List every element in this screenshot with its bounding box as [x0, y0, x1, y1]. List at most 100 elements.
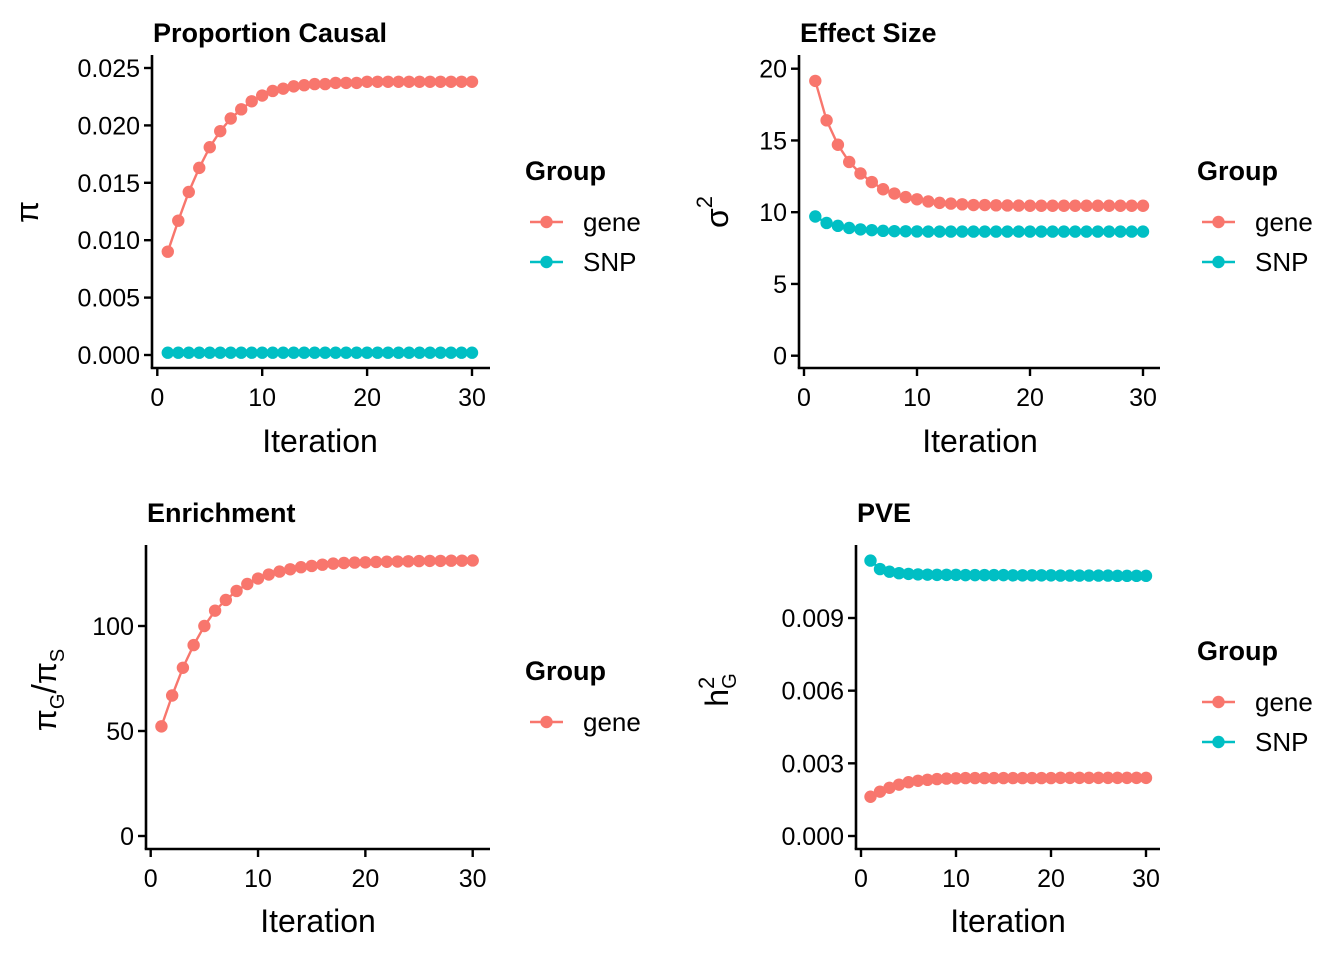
- data-point-gene: [1120, 771, 1134, 785]
- chart-title: Enrichment: [147, 498, 296, 528]
- data-point-gene: [465, 75, 479, 88]
- data-point-gene: [413, 75, 426, 88]
- chart-pve: PVE 0.000 0.003 0.006 0.009 0 10 20 30 Iteration h…: [694, 498, 1313, 939]
- data-point-SNP: [256, 346, 269, 359]
- y-tick-label: 0.015: [77, 170, 140, 198]
- data-point-gene: [1114, 199, 1127, 212]
- data-point-SNP: [944, 225, 958, 238]
- data-point-gene: [381, 75, 395, 88]
- x-tick-label: 30: [1132, 865, 1160, 893]
- data-point-gene: [1080, 199, 1093, 212]
- data-point-gene: [809, 74, 822, 88]
- data-point-gene: [241, 577, 254, 591]
- chart-title: Proportion Causal: [153, 18, 387, 48]
- data-point-gene: [1035, 199, 1048, 212]
- data-point-gene: [1044, 771, 1058, 785]
- data-point-SNP: [922, 225, 935, 238]
- data-point-gene: [865, 175, 878, 189]
- data-point-SNP: [339, 346, 353, 359]
- data-point-SNP: [1035, 569, 1048, 582]
- data-point-SNP: [989, 225, 1003, 238]
- data-point-SNP: [193, 346, 206, 359]
- data-point-SNP: [465, 346, 479, 359]
- data-point-gene: [967, 198, 980, 212]
- data-point-SNP: [1006, 569, 1020, 582]
- y-tick-label: 50: [106, 718, 134, 746]
- legend-key-point: [1212, 735, 1225, 749]
- data-point-gene: [359, 556, 372, 569]
- data-point-gene: [262, 568, 275, 581]
- x-axis-label: Iteration: [950, 903, 1066, 939]
- data-point-SNP: [266, 346, 279, 359]
- data-point-gene: [318, 77, 332, 91]
- data-point-SNP: [203, 346, 216, 359]
- data-point-SNP: [864, 554, 877, 567]
- data-point-gene: [161, 245, 174, 258]
- data-point-gene: [1102, 199, 1116, 212]
- data-point-gene: [348, 556, 361, 569]
- data-point-gene: [230, 584, 243, 598]
- data-point-gene: [1023, 199, 1037, 212]
- data-point-SNP: [911, 568, 925, 581]
- data-point-gene: [402, 75, 416, 88]
- data-point-gene: [350, 76, 363, 90]
- series-line-gene: [166, 80, 472, 253]
- x-tick-label: 30: [458, 384, 486, 412]
- data-point-SNP: [1130, 569, 1143, 583]
- data-point-gene: [434, 75, 447, 88]
- data-point-SNP: [949, 568, 963, 582]
- data-point-SNP: [392, 346, 405, 359]
- data-point-SNP: [873, 562, 887, 576]
- data-point-gene: [820, 114, 833, 127]
- data-point-gene: [1046, 199, 1059, 212]
- data-point-gene: [1057, 199, 1071, 212]
- data-point-gene: [1125, 199, 1138, 212]
- data-point-SNP: [287, 346, 300, 359]
- data-point-gene: [843, 155, 856, 169]
- data-point-gene: [959, 771, 972, 785]
- data-point-SNP: [899, 225, 912, 238]
- data-point-SNP: [997, 568, 1010, 582]
- data-point-SNP: [1092, 569, 1105, 582]
- data-point-SNP: [1120, 569, 1134, 583]
- data-point-SNP: [1114, 225, 1127, 238]
- data-point-SNP: [224, 346, 237, 359]
- data-point-SNP: [940, 568, 953, 582]
- data-point-gene: [873, 785, 887, 798]
- data-point-SNP: [956, 225, 969, 238]
- data-point-gene: [1035, 771, 1048, 785]
- data-point-gene: [1130, 771, 1143, 785]
- data-point-gene: [902, 776, 915, 789]
- data-point-gene: [391, 555, 404, 568]
- data-point-gene: [968, 771, 982, 785]
- legend-key-point: [540, 255, 553, 269]
- data-point-SNP: [809, 210, 822, 223]
- y-tick-label: 0.010: [77, 227, 140, 255]
- data-point-gene: [1101, 771, 1115, 785]
- y-tick-label: 0.000: [781, 823, 844, 851]
- data-point-gene: [235, 103, 248, 116]
- chart-title: PVE: [857, 498, 911, 528]
- data-point-SNP: [172, 346, 185, 359]
- x-tick-label: 0: [854, 865, 868, 893]
- data-point-gene: [251, 572, 265, 585]
- x-tick-label: 0: [144, 865, 158, 893]
- data-point-gene: [883, 781, 896, 794]
- data-point-gene: [208, 604, 222, 617]
- data-point-SNP: [235, 346, 248, 359]
- data-point-SNP: [1063, 569, 1077, 582]
- data-point-SNP: [865, 223, 878, 237]
- data-point-SNP: [1044, 569, 1058, 582]
- data-point-gene: [1012, 199, 1025, 212]
- data-point-gene: [326, 557, 340, 570]
- data-point-gene: [1092, 771, 1105, 785]
- data-point-gene: [339, 76, 353, 90]
- legend-title: Group: [1197, 156, 1278, 186]
- y-axis-label: π: [9, 201, 45, 223]
- data-point-gene: [831, 138, 845, 151]
- data-point-gene: [176, 661, 190, 674]
- y-tick-label: 100: [92, 613, 134, 641]
- data-point-gene: [892, 778, 906, 791]
- data-point-SNP: [987, 568, 1001, 582]
